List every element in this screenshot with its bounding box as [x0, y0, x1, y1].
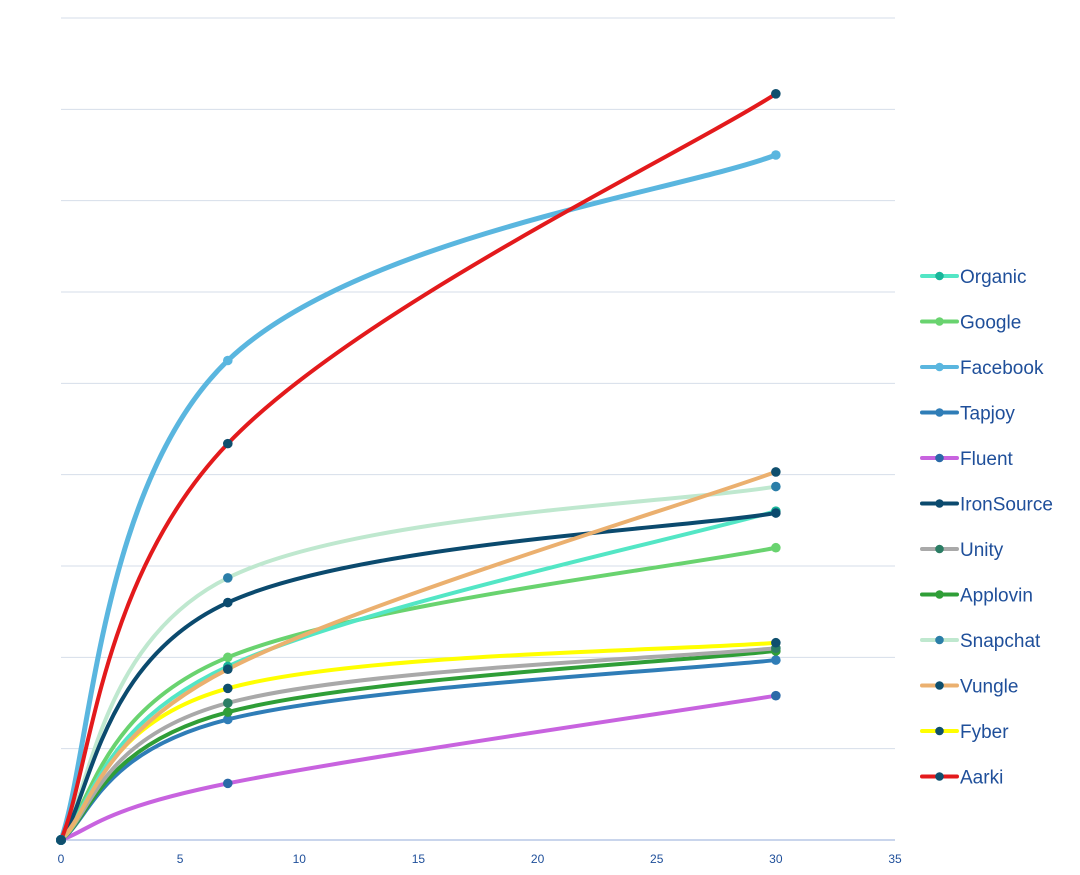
point-fyber-2 [771, 637, 781, 648]
point-facebook-1 [223, 355, 233, 366]
legend-marker-ironsource [935, 499, 944, 508]
legend-label-snapchat: Snapchat [960, 631, 1041, 652]
legend-marker-fyber [935, 726, 944, 736]
series-line-vungle [59, 469, 778, 842]
series-line-applovin [59, 648, 778, 842]
point-aarki-1 [223, 438, 233, 449]
point-fluent-1 [223, 778, 233, 789]
series-line-unity [59, 646, 778, 842]
legend-marker-organic [935, 271, 944, 281]
point-facebook-2 [771, 150, 781, 160]
x-tick-label-30: 30 [769, 852, 783, 866]
x-tick-label-35: 35 [888, 852, 902, 866]
point-google-2 [771, 542, 781, 553]
legend-marker-applovin [935, 590, 944, 599]
point-vungle-1 [223, 664, 233, 675]
legend-item-ironsource: IronSource [920, 495, 1053, 516]
point-tapjoy-1 [223, 714, 233, 725]
legend-label-google: Google [960, 313, 1021, 334]
point-fyber-1 [223, 683, 233, 694]
legend-item-fluent: Fluent [920, 449, 1014, 470]
point-applovin-1 [223, 707, 233, 717]
legend-item-unity: Unity [920, 540, 1004, 561]
legend-label-fyber: Fyber [960, 722, 1009, 743]
series-line-snapchat [59, 484, 778, 842]
series-line-google [59, 545, 778, 842]
tick-layer: 0 5 10 15 20 25 30 35 [58, 852, 902, 866]
point-unity-1 [223, 698, 233, 708]
point-google-1 [223, 652, 233, 663]
legend-marker-vungle [935, 681, 944, 690]
legend-label-facebook: Facebook [960, 358, 1044, 379]
legend-item-facebook: Facebook [920, 358, 1044, 379]
x-tick-label-25: 25 [650, 852, 664, 866]
legend-label-organic: Organic [960, 267, 1027, 288]
legend-marker-snapchat [935, 635, 944, 645]
series-line-fluent [59, 693, 778, 842]
legend-item-aarki: Aarki [920, 768, 1003, 789]
point-fluent-2 [771, 690, 781, 701]
legend-label-ironsource: IronSource [960, 495, 1053, 516]
x-tick-label-20: 20 [531, 852, 545, 866]
legend-label-applovin: Applovin [960, 586, 1033, 607]
legend-item-google: Google [920, 313, 1021, 334]
legend-item-fyber: Fyber [920, 722, 1009, 743]
x-tick-label-0: 0 [58, 852, 65, 866]
legend-item-organic: Organic [920, 267, 1027, 288]
series-layer [58, 91, 779, 843]
legend-marker-google [935, 317, 944, 326]
legend-label-unity: Unity [960, 540, 1004, 561]
legend-marker-facebook [935, 362, 944, 372]
point-vungle-2 [771, 467, 781, 477]
legend-label-tapjoy: Tapjoy [960, 404, 1015, 425]
point-snapchat-1 [223, 573, 233, 583]
legend-item-tapjoy: Tapjoy [920, 404, 1015, 425]
point-snapchat-2 [771, 481, 781, 492]
series-line-ironsource [59, 511, 778, 842]
series-line-aarki [59, 91, 778, 842]
legend-item-snapchat: Snapchat [920, 631, 1041, 652]
legend-marker-tapjoy [935, 408, 944, 417]
legend-label-aarki: Aarki [960, 768, 1003, 789]
point-ironsource-2 [771, 508, 781, 518]
point-aarki-2 [771, 89, 781, 99]
x-tick-label-5: 5 [177, 852, 184, 866]
x-tick-label-10: 10 [293, 852, 307, 866]
legend-marker-fluent [935, 453, 944, 463]
x-tick-label-15: 15 [412, 852, 426, 866]
legend-item-applovin: Applovin [920, 586, 1033, 607]
legend-marker-aarki [935, 772, 944, 781]
point-tapjoy-2 [771, 655, 781, 665]
legend-label-fluent: Fluent [960, 449, 1014, 470]
marker-layer [56, 89, 781, 845]
legend-item-vungle: Vungle [920, 677, 1018, 698]
point-ironsource-1 [223, 597, 233, 608]
legend-marker-unity [935, 544, 944, 554]
point-aarki-0 [56, 835, 66, 845]
legend: Organic Google Facebook Tapjoy Fluent IronSou… [920, 267, 1053, 789]
legend-label-vungle: Vungle [960, 677, 1018, 698]
